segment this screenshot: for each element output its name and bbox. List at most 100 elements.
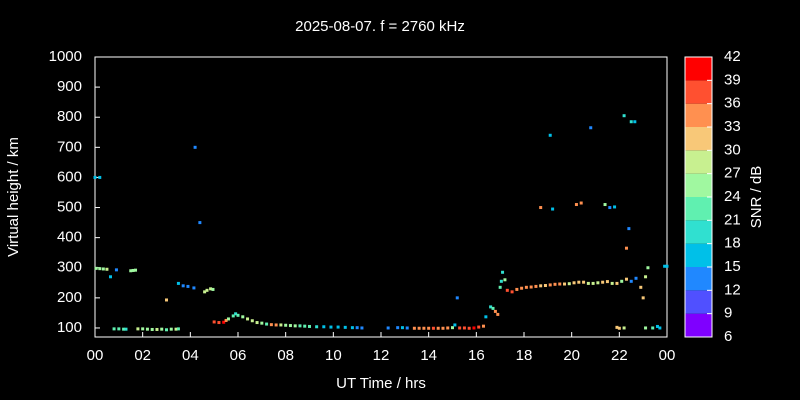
y-axis-label: Virtual height / km [5,137,22,257]
y-tick-label: 500 [57,199,82,216]
data-point [231,314,235,318]
colorbar-tick-label: 21 [724,211,741,228]
x-tick-label: 10 [325,347,342,364]
data-point [539,206,543,210]
data-point [186,284,190,288]
data-point [431,326,435,330]
data-point [629,279,633,283]
data-point [260,321,264,325]
y-tick-label: 1000 [49,48,82,65]
colorbar-tick-label: 27 [724,165,741,182]
x-tick-label: 08 [277,347,294,364]
data-point [355,326,359,330]
data-point [205,288,209,292]
data-point [622,114,626,118]
data-point [155,327,159,331]
colorbar-band [685,197,712,221]
data-point [236,313,240,317]
x-tick-label: 18 [516,347,533,364]
data-point [134,268,138,272]
data-point [481,324,485,328]
data-point [520,286,524,290]
y-tick-label: 600 [57,168,82,185]
data-point [646,266,650,270]
data-point [124,327,128,331]
data-point [644,326,648,330]
data-point [515,287,519,291]
data-point [176,327,180,331]
data-point [174,327,178,331]
data-point [543,284,547,288]
x-tick-label: 22 [611,347,628,364]
data-point [458,326,462,330]
plot-frame [94,56,668,338]
x-tick-label: 00 [87,347,104,364]
colorbar-band [685,80,712,104]
data-point [605,280,609,284]
data-point [405,326,409,330]
data-point [322,325,326,329]
data-point [279,323,283,327]
data-point [250,319,254,323]
data-point [610,281,614,285]
colorbar-band [685,173,712,197]
data-point [224,318,228,322]
data-point [298,324,302,328]
colorbar-tick-label: 9 [724,305,732,322]
data-point [496,312,500,316]
data-point [145,327,149,331]
data-point [160,327,164,331]
colorbar-band [685,267,712,291]
data-point [350,326,354,330]
data-point [226,317,230,321]
data-point [644,275,648,279]
colorbar-band [685,243,712,267]
data-point [467,326,471,330]
data-point [663,264,667,268]
data-point [412,326,416,330]
y-tick-label: 900 [57,78,82,95]
data-point [129,269,133,273]
data-point [489,305,493,309]
data-point [655,324,659,328]
data-point [484,315,488,319]
data-point [553,282,557,286]
chart-title: 2025-08-07. f = 2760 kHz [295,18,465,35]
data-point [455,296,459,300]
data-point [615,325,619,329]
data-point [181,284,185,288]
x-tick-label: 12 [373,347,390,364]
data-point [498,285,502,289]
data-point [360,326,364,330]
colorbar-band [685,290,712,314]
data-point [94,266,98,270]
data-point [567,282,571,286]
data-point [193,145,197,149]
data-point [198,221,202,225]
data-point [620,279,624,283]
data-point [582,280,586,284]
data-point [136,327,140,331]
data-point [336,325,340,329]
data-point [634,276,638,280]
data-point [234,312,238,316]
data-point [462,326,466,330]
colorbar-band [685,127,712,151]
data-point [491,306,495,310]
data-point [417,326,421,330]
data-point [222,320,226,324]
x-tick-label: 00 [659,347,676,364]
data-point [505,288,509,292]
data-point [622,326,626,330]
data-point [93,175,97,179]
data-point [624,246,628,250]
data-point [105,267,109,271]
data-point [534,284,538,288]
data-point [501,270,505,274]
data-point [343,325,347,329]
data-point [451,326,454,330]
y-tick-label: 400 [57,229,82,246]
data-point [493,309,497,313]
colorbar-tick-label: 15 [724,258,741,275]
